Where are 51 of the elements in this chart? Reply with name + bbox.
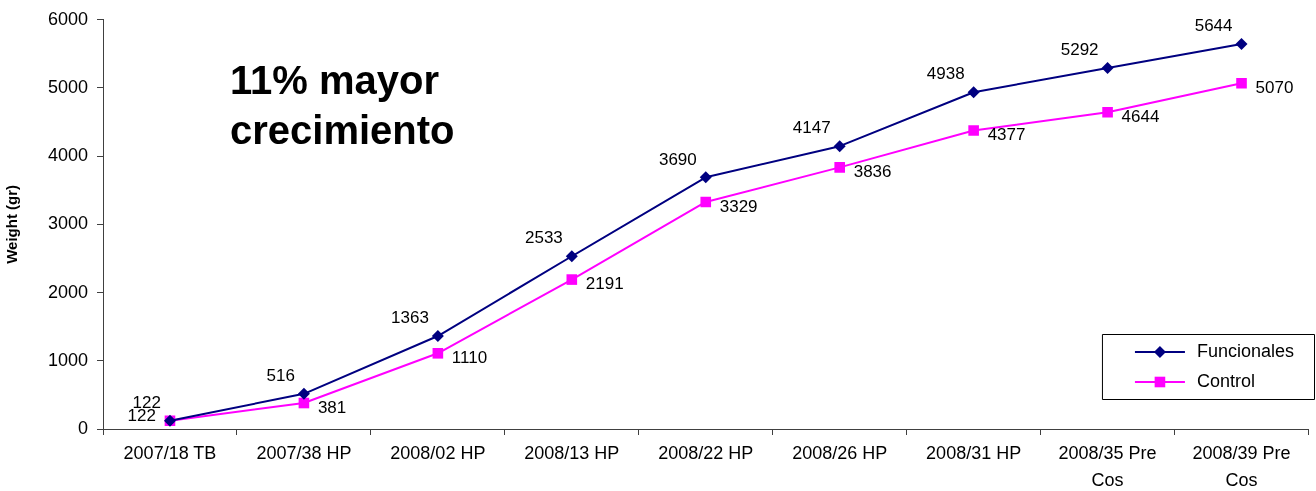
y-tick-label: 2000 xyxy=(47,281,88,302)
point xyxy=(297,387,310,400)
x-tick-label: 2008/26 HP xyxy=(792,443,888,464)
point xyxy=(699,171,712,184)
point xyxy=(833,140,846,153)
data-label: 516 xyxy=(266,366,295,385)
data-label: 2533 xyxy=(524,228,563,248)
data-label: 1363 xyxy=(391,308,429,328)
data-label: 1110 xyxy=(451,347,488,367)
x-tick-label: 2008/02 HP xyxy=(390,443,486,464)
point xyxy=(432,348,444,359)
point xyxy=(1236,77,1247,89)
legend-label: Control xyxy=(1196,370,1255,391)
x-tick-label: 2007/18 TB xyxy=(123,443,217,464)
annotation: 11% mayor crecimiento xyxy=(230,57,456,154)
point xyxy=(431,330,444,343)
x-tick-label: 2008/35 Pre Cos xyxy=(1058,443,1157,491)
point xyxy=(834,162,845,173)
x-tick-label: 2008/39 Pre Cos xyxy=(1192,443,1291,491)
x-tick-label: 2008/31 HP xyxy=(926,443,1022,464)
point xyxy=(1235,38,1248,51)
data-label: 5292 xyxy=(1060,40,1099,60)
point xyxy=(968,125,979,136)
y-tick-label: 3000 xyxy=(47,213,88,234)
data-label: 3690 xyxy=(658,149,697,169)
y-tick-label: 1000 xyxy=(47,349,88,370)
data-label: 3836 xyxy=(853,162,892,182)
x-tick-label: 2007/38 HP xyxy=(256,443,352,464)
data-label: 5070 xyxy=(1255,77,1294,97)
data-label: 381 xyxy=(317,397,347,417)
x-tick-label: 2008/13 HP xyxy=(524,443,620,464)
data-label: 5644 xyxy=(1194,16,1233,36)
y-axis-title: Weight (gr) xyxy=(3,184,21,264)
data-label: 4147 xyxy=(792,118,831,138)
legend-label: Funcionales xyxy=(1196,340,1294,361)
data-label: 4377 xyxy=(987,125,1026,145)
point xyxy=(565,250,578,263)
data-label: 4938 xyxy=(926,64,965,84)
point xyxy=(566,274,578,285)
point xyxy=(1101,62,1114,75)
x-tick-label: 2008/22 HP xyxy=(658,443,754,464)
y-tick-label: 0 xyxy=(77,417,88,438)
data-label: 4644 xyxy=(1121,106,1160,126)
data-label: 3329 xyxy=(719,196,758,216)
point xyxy=(700,196,712,208)
point xyxy=(967,86,980,99)
data-label: 2191 xyxy=(585,274,624,294)
y-tick-label: 6000 xyxy=(47,8,88,29)
y-tick-label: 5000 xyxy=(47,76,88,97)
point xyxy=(1102,106,1113,118)
y-tick-label: 4000 xyxy=(47,145,88,166)
